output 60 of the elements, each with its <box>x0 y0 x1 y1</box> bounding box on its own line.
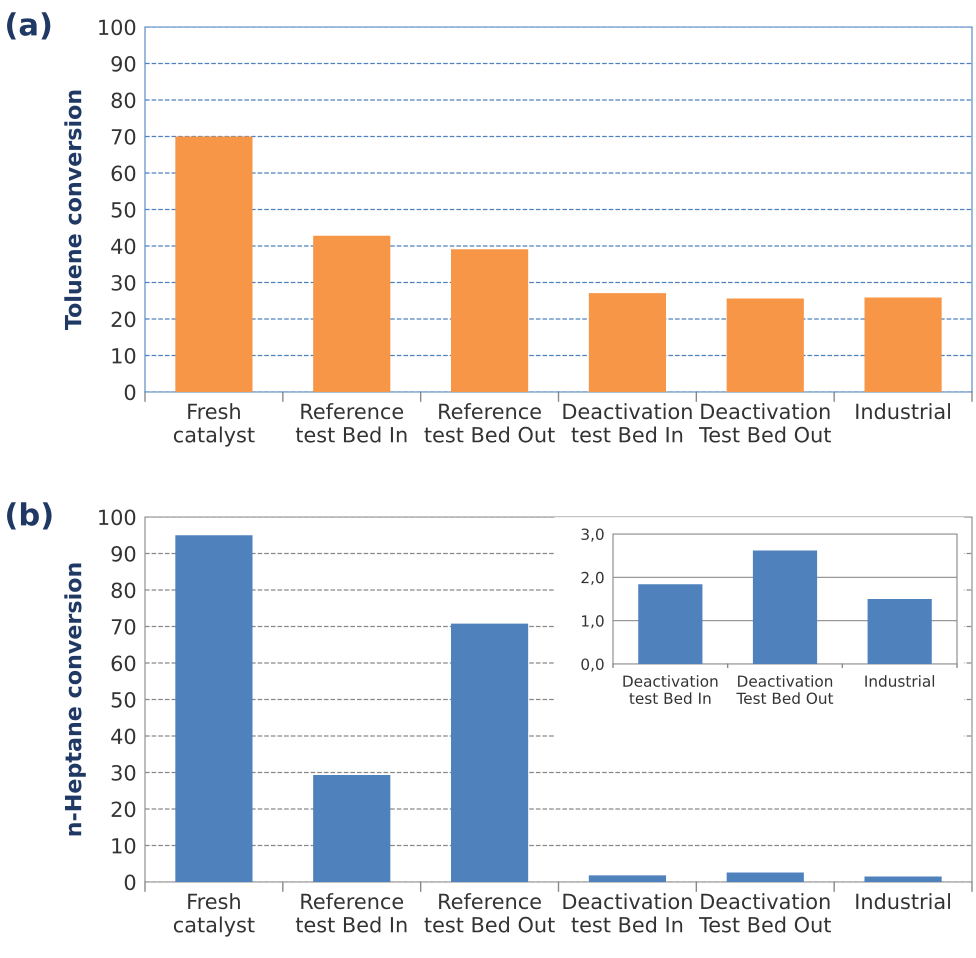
bar <box>726 298 804 392</box>
x-tick-label: Reference test Bed Out <box>424 893 555 933</box>
y-tick-label: 0,0 <box>581 658 604 672</box>
bar <box>752 550 818 664</box>
bar <box>864 297 942 392</box>
y-tick-label: 50 <box>112 202 136 218</box>
y-tick-label: 60 <box>112 165 136 182</box>
bar <box>450 624 528 882</box>
x-tick-label: Industrial <box>865 675 934 687</box>
x-tick-label: Deactivation test Bed In <box>563 403 692 443</box>
y-tick-label: 30 <box>112 274 136 291</box>
x-tick-label: Deactivation Test Bed Out <box>736 675 834 704</box>
y-tick-label: 90 <box>111 546 136 562</box>
y-tick-label: 30 <box>112 764 136 781</box>
y-tick-label: 1,0 <box>582 615 604 628</box>
x-tick-label: Deactivation Test Bed Out <box>699 403 831 443</box>
bar <box>450 249 528 392</box>
y-tick-label: 90 <box>111 56 136 72</box>
y-tick-label: 0 <box>124 384 136 400</box>
y-tick-label: 100 <box>99 509 136 526</box>
y-axis-title: n-Heptane conversion <box>64 563 86 836</box>
y-tick-label: 80 <box>112 582 136 598</box>
bar <box>313 775 390 882</box>
bar <box>588 293 666 392</box>
y-tick-label: 20 <box>112 311 136 328</box>
bar <box>638 584 702 664</box>
y-tick-label: 40 <box>111 728 136 744</box>
y-tick-label: 10 <box>112 838 136 854</box>
y-tick-label: 40 <box>111 238 136 254</box>
x-tick-label: Fresh catalyst <box>174 403 255 447</box>
y-tick-label: 50 <box>112 692 136 708</box>
y-tick-label: 60 <box>112 655 136 672</box>
y-axis-title: Toluene conversion <box>64 90 82 330</box>
y-tick-label: 3,0 <box>582 528 604 542</box>
bar <box>313 236 390 392</box>
bar <box>868 599 932 664</box>
x-tick-label: Reference test Bed In <box>296 403 406 443</box>
bar <box>726 872 804 882</box>
bar <box>175 535 253 882</box>
y-tick-label: 70 <box>112 618 136 635</box>
x-tick-label: Reference test Bed Out <box>424 403 555 443</box>
y-tick-label: 0 <box>124 874 136 890</box>
bar <box>864 876 942 882</box>
y-tick-label: 10 <box>112 348 136 364</box>
y-tick-label: 70 <box>112 128 136 145</box>
chart-title: (a) <box>7 12 50 40</box>
x-tick-label: Deactivation Test Bed Out <box>699 893 831 933</box>
chart-title: (b) <box>7 502 52 530</box>
x-tick-label: Deactivation test Bed In <box>563 893 692 933</box>
x-tick-label: Reference test Bed In <box>296 893 406 933</box>
x-tick-label: Fresh catalyst <box>174 893 255 937</box>
y-tick-label: 20 <box>112 801 136 818</box>
x-tick-label: Industrial <box>856 893 950 910</box>
y-tick-label: 80 <box>112 92 136 108</box>
x-tick-label: Deactivation test Bed In <box>623 675 718 704</box>
y-tick-label: 2,0 <box>581 572 604 585</box>
bar <box>175 136 253 392</box>
x-tick-label: Industrial <box>856 403 950 420</box>
bar <box>588 875 666 882</box>
y-tick-label: 100 <box>99 19 136 36</box>
